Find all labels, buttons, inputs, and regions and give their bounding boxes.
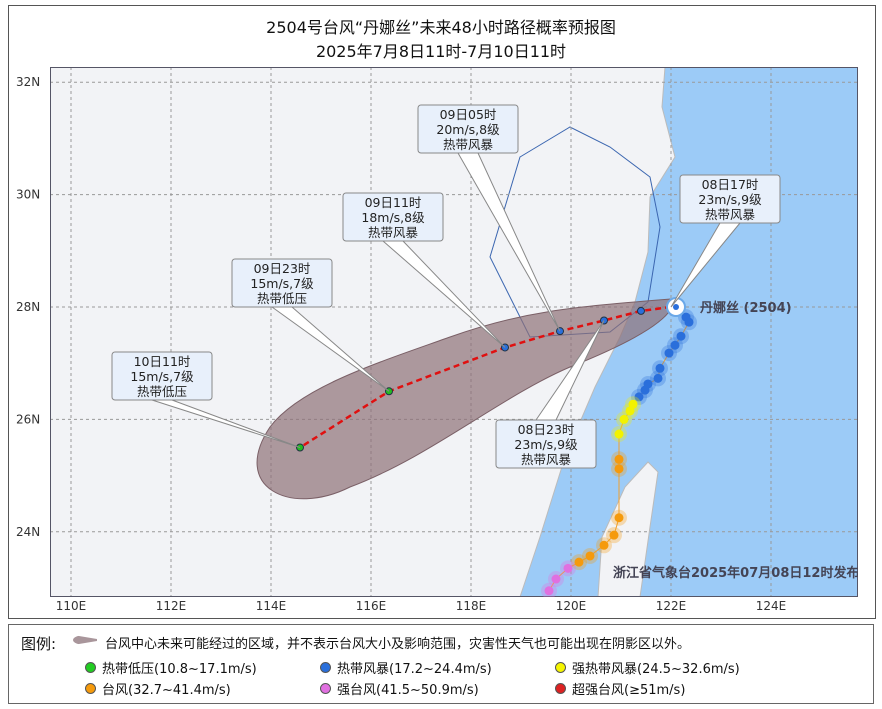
past-track-point bbox=[614, 464, 624, 474]
label-08-23-pointer bbox=[535, 320, 605, 421]
legend-label: 台风(32.7~41.4m/s) bbox=[102, 683, 231, 698]
cone-swatch-icon bbox=[73, 635, 97, 645]
figure-frame bbox=[8, 5, 876, 619]
label-09-11-pointer bbox=[382, 240, 506, 348]
past-track-point bbox=[684, 317, 694, 327]
label-08-17-pointer bbox=[670, 222, 741, 308]
past-track-point bbox=[614, 513, 624, 523]
track-map: 丹娜丝 (2504)浙江省气象台2025年07月08日12时发布08日17时23… bbox=[50, 67, 858, 597]
past-track-point bbox=[574, 557, 584, 567]
label-09-23-level: 热带低压 bbox=[257, 291, 307, 306]
legend-label: 强热带风暴(24.5~32.6m/s) bbox=[572, 662, 740, 677]
typhoon-center bbox=[673, 304, 679, 310]
label-08-23-box bbox=[495, 419, 597, 469]
legend-title: 图例: bbox=[21, 635, 57, 653]
legend-dot-icon bbox=[320, 683, 331, 694]
legend-item: 超强台风(≥51m/s) bbox=[555, 679, 685, 698]
label-09-11-box bbox=[342, 192, 444, 242]
legend-item: 热带风暴(17.2~24.4m/s) bbox=[320, 658, 492, 677]
legend-item: 强台风(41.5~50.9m/s) bbox=[320, 679, 479, 698]
label-10-11-time: 10日11时 bbox=[134, 354, 191, 369]
label-10-11-level: 热带低压 bbox=[137, 384, 187, 399]
typhoon-name: 丹娜丝 (2504) bbox=[700, 300, 792, 316]
legend-label: 强台风(41.5~50.9m/s) bbox=[337, 683, 479, 698]
label-09-05-wind: 20m/s,8级 bbox=[436, 122, 500, 137]
past-track-point bbox=[676, 331, 686, 341]
label-08-23-time: 08日23时 bbox=[518, 422, 575, 437]
label-09-23-box bbox=[231, 258, 333, 308]
past-track-point bbox=[599, 540, 609, 550]
past-track-point bbox=[634, 392, 644, 402]
label-08-17-time: 08日17时 bbox=[702, 177, 759, 192]
publisher-note: 浙江省气象台2025年07月08日12时发布 bbox=[613, 565, 858, 581]
legend-label: 超强台风(≥51m/s) bbox=[572, 683, 686, 698]
label-10-11-wind: 15m/s,7级 bbox=[130, 369, 194, 384]
legend-dot-icon bbox=[85, 662, 96, 673]
past-track-point bbox=[563, 563, 573, 573]
past-track-point bbox=[625, 406, 635, 416]
legend-label: 热带风暴(17.2~24.4m/s) bbox=[337, 662, 492, 677]
legend-dot-icon bbox=[555, 683, 566, 694]
label-09-11-level: 热带风暴 bbox=[368, 225, 419, 240]
legend-dot-icon bbox=[555, 662, 566, 673]
title-line1: 2504号台风“丹娜丝”未来48小时路径概率预报图 bbox=[266, 18, 616, 37]
past-track-point bbox=[670, 340, 680, 350]
label-08-17-box bbox=[679, 174, 781, 224]
past-track-point bbox=[551, 574, 561, 584]
probability-cone bbox=[256, 298, 672, 500]
past-track-point bbox=[585, 551, 595, 561]
past-track-point bbox=[640, 385, 650, 395]
legend-cone-text: 台风中心未来可能经过的区域，并不表示台风大小及影响范围，灾害性天气也可能出现在阴… bbox=[105, 637, 691, 652]
label-09-23-time: 09日23时 bbox=[254, 261, 311, 276]
label-09-05-pointer bbox=[457, 152, 561, 332]
zhejiang-boundary bbox=[489, 126, 661, 338]
legend-dot-icon bbox=[85, 683, 96, 694]
legend-item: 强热带风暴(24.5~32.6m/s) bbox=[555, 658, 740, 677]
label-09-11-wind: 18m/s,8级 bbox=[361, 210, 425, 225]
label-08-17-level: 热带风暴 bbox=[705, 207, 756, 222]
past-track-point bbox=[619, 414, 629, 424]
label-09-23-wind: 15m/s,7级 bbox=[250, 276, 314, 291]
past-track-point bbox=[653, 373, 663, 383]
label-09-05-time: 09日05时 bbox=[440, 107, 497, 122]
legend: 图例: 台风中心未来可能经过的区域，并不表示台风大小及影响范围，灾害性天气也可能… bbox=[8, 624, 874, 704]
legend-dot-icon bbox=[320, 662, 331, 673]
past-track-point bbox=[544, 586, 554, 596]
label-09-11-time: 09日11时 bbox=[365, 195, 422, 210]
label-10-11-box bbox=[111, 351, 213, 401]
label-10-11-pointer bbox=[151, 399, 301, 448]
legend-item: 台风(32.7~41.4m/s) bbox=[85, 679, 231, 698]
legend-item: 热带低压(10.8~17.1m/s) bbox=[85, 658, 257, 677]
taiwan-island bbox=[597, 461, 659, 597]
past-track-point bbox=[614, 454, 624, 464]
label-08-23-wind: 23m/s,9级 bbox=[514, 437, 578, 452]
past-track-point bbox=[609, 530, 619, 540]
forecast-point bbox=[637, 306, 645, 315]
label-09-23-pointer bbox=[271, 306, 390, 392]
past-track-point bbox=[614, 429, 624, 439]
past-track-point bbox=[655, 363, 665, 373]
label-08-23-level: 热带风暴 bbox=[521, 452, 572, 467]
label-09-05-level: 热带风暴 bbox=[443, 137, 494, 152]
label-09-05-box bbox=[417, 104, 519, 154]
past-track-point bbox=[664, 348, 674, 358]
past-track-point bbox=[628, 399, 638, 409]
title-line2: 2025年7月8日11时-7月10日11时 bbox=[315, 42, 567, 61]
legend-label: 热带低压(10.8~17.1m/s) bbox=[102, 662, 257, 677]
label-08-17-wind: 23m/s,9级 bbox=[698, 192, 762, 207]
